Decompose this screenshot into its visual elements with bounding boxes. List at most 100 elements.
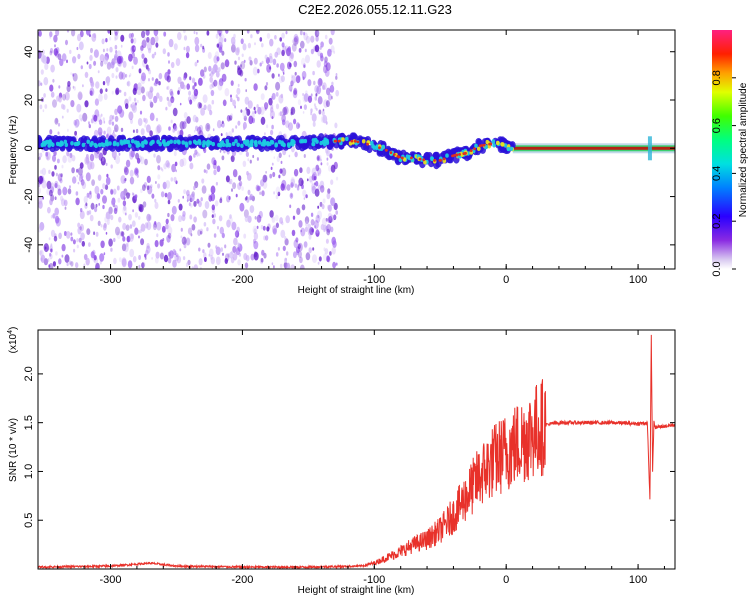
ridge-core-blob <box>188 140 192 145</box>
noise-blob <box>331 236 337 245</box>
noise-blob <box>102 224 107 231</box>
noise-blob <box>240 60 246 70</box>
noise-blob <box>90 47 93 54</box>
noise-blob <box>310 48 314 55</box>
noise-blob <box>197 229 202 236</box>
noise-blob <box>47 258 50 262</box>
noise-blob <box>211 157 216 165</box>
noise-blob <box>198 247 201 252</box>
noise-blob <box>165 223 169 230</box>
noise-blob <box>214 80 218 86</box>
noise-blob <box>330 164 336 173</box>
snr-multiplier-exponent: 4 <box>7 330 14 334</box>
noise-blob <box>121 258 127 268</box>
noise-blob <box>114 115 119 122</box>
noise-blob <box>303 104 307 110</box>
noise-blob <box>273 156 276 160</box>
noise-blob <box>213 233 217 238</box>
noise-blob <box>285 215 291 224</box>
noise-blob <box>191 224 196 231</box>
noise-blob <box>170 214 175 222</box>
noise-blob <box>321 110 325 116</box>
noise-blob <box>138 215 141 220</box>
noise-blob <box>76 46 79 51</box>
ridge-peak <box>433 159 436 162</box>
noise-blob <box>224 258 228 264</box>
noise-blob <box>80 65 84 70</box>
noise-blob <box>298 48 302 53</box>
noise-blob <box>170 119 173 124</box>
noise-blob <box>140 223 146 232</box>
noise-blob <box>293 89 297 96</box>
ridge-peak <box>334 139 337 143</box>
noise-blob <box>204 257 207 262</box>
noise-blob <box>314 188 320 197</box>
noise-blob <box>70 100 75 108</box>
noise-blob <box>268 55 273 64</box>
noise-blob <box>197 101 202 109</box>
noise-blob <box>282 107 288 116</box>
noise-blob <box>177 199 180 203</box>
noise-blob <box>78 237 82 243</box>
ridge-peak <box>453 154 456 157</box>
noise-blob <box>236 226 240 233</box>
snr-series-line <box>38 334 675 569</box>
noise-blob <box>116 231 122 240</box>
noise-blob <box>63 186 66 190</box>
noise-blob <box>140 156 145 165</box>
noise-blob <box>146 91 150 97</box>
noise-blob <box>66 108 69 113</box>
x-tick-label: 0 <box>503 274 509 286</box>
noise-blob <box>125 159 131 168</box>
ridge-core-blob <box>231 141 236 147</box>
noise-blob <box>135 128 139 134</box>
colorbar-axis: 0.0 0.2 0.4 0.6 0.8 <box>711 70 736 277</box>
noise-blob <box>86 228 91 236</box>
y-tick-label: 0.5 <box>23 513 35 528</box>
noise-blob <box>146 175 151 183</box>
noise-blob <box>290 80 294 87</box>
noise-blob <box>59 58 64 67</box>
noise-blob <box>182 256 186 261</box>
noise-blob <box>209 76 213 83</box>
noise-blob <box>79 210 85 220</box>
noise-blob <box>224 59 230 68</box>
noise-blob <box>55 251 58 256</box>
noise-blob <box>201 185 207 194</box>
noise-blob <box>210 256 215 265</box>
noise-blob <box>322 84 325 90</box>
noise-blob <box>114 108 118 116</box>
noise-blob <box>146 213 151 222</box>
ridge-core-blob <box>173 139 177 145</box>
noise-blob <box>247 100 253 109</box>
noise-blob <box>322 115 328 124</box>
noise-blob <box>71 155 76 162</box>
noise-blob <box>39 152 43 158</box>
noise-blob <box>54 215 60 224</box>
noise-blob <box>99 253 105 262</box>
noise-blob <box>327 188 331 195</box>
noise-blob <box>254 216 257 220</box>
noise-blob <box>211 214 214 219</box>
noise-blob <box>320 158 322 162</box>
noise-blob <box>114 36 117 42</box>
noise-blob <box>190 203 193 208</box>
noise-blob <box>243 126 246 131</box>
ridge-core-blob <box>55 141 60 147</box>
noise-blob <box>151 257 153 260</box>
noise-blob <box>297 99 301 106</box>
ridge-core-blob <box>144 140 148 145</box>
ridge-core-blob <box>86 139 90 144</box>
noise-blob <box>318 155 322 161</box>
noise-blob <box>170 177 174 182</box>
noise-blob <box>172 259 177 268</box>
noise-blob <box>120 44 123 48</box>
noise-blob <box>303 241 308 248</box>
ridge-core-blob <box>94 143 98 149</box>
noise-blob <box>144 118 148 124</box>
ridge-core-blob <box>325 138 329 144</box>
noise-blob <box>326 162 329 166</box>
noise-blob <box>221 120 224 125</box>
noise-blob <box>52 99 57 108</box>
noise-blob <box>194 149 198 155</box>
